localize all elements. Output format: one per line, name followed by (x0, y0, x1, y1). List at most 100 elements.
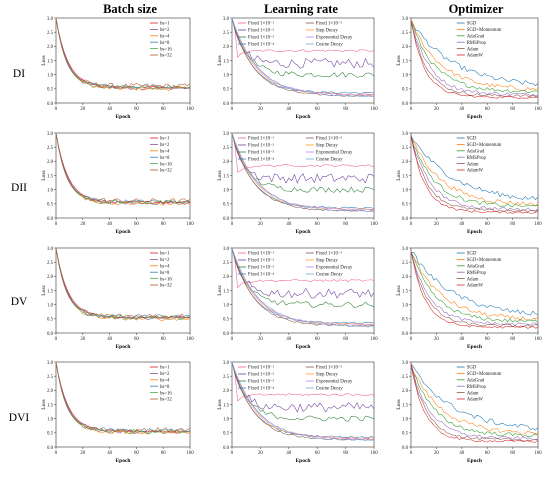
legend-entry: SGD (467, 22, 477, 27)
row-label-dv: DV (10, 296, 28, 308)
legend-entry: bs=16 (160, 47, 172, 52)
y-tick-label: 1.0 (223, 417, 230, 422)
y-tick-label: 1.5 (223, 403, 230, 408)
series-line-lr-6 (231, 361, 375, 440)
plot-frame (410, 17, 539, 104)
series-line-lr-6 (231, 17, 375, 96)
series-line-lr-6 (231, 247, 375, 326)
series-line-opt-5 (410, 251, 539, 329)
series-line-batch-4 (55, 361, 191, 434)
x-axis-label: Epoch (116, 229, 131, 235)
series-line-lr-2 (231, 361, 375, 422)
y-tick-label: 3.0 (47, 17, 54, 22)
y-tick-label: 1.0 (47, 303, 54, 308)
legend-entry: Fixed 1×10⁻² (248, 372, 275, 378)
legend-entry: Fixed 1×10⁻⁴ (248, 42, 275, 48)
x-tick-label: 60 (485, 337, 490, 342)
y-tick-label: 2.0 (402, 160, 409, 165)
y-tick-label: 0.0 (402, 102, 409, 107)
x-tick-label: 60 (485, 451, 490, 456)
y-tick-label: 3.0 (402, 361, 409, 366)
x-tick-label: 20 (80, 451, 85, 456)
series-line-opt-0 (410, 19, 539, 87)
x-tick-label: 80 (510, 222, 515, 227)
legend-entry: SGD+Momentum (467, 143, 502, 148)
x-tick-label: 20 (434, 337, 439, 342)
legend-entry: Cosine Decay (316, 43, 343, 48)
series-line-opt-2 (410, 134, 539, 208)
series-line-batch-5 (55, 17, 191, 89)
legend-entry: bs=8 (160, 156, 170, 161)
series-line-lr-0 (231, 132, 375, 173)
legend-entry: AdamW (467, 169, 484, 174)
legend-entry: Adam (467, 277, 479, 282)
y-tick-label: 2.0 (223, 45, 230, 50)
series-line-opt-4 (410, 135, 539, 213)
legend-entry: bs=4 (160, 150, 170, 155)
legend-entry: Fixed 1×10⁻⁴ (248, 272, 275, 278)
legend-entry: Fixed 1×10⁻⁵ (316, 21, 343, 27)
series-line-lr-0 (231, 247, 375, 289)
x-tick-label: 100 (534, 222, 542, 227)
legend-entry: SGD (467, 366, 477, 371)
x-tick-label: 20 (258, 451, 263, 456)
y-tick-label: 0.5 (223, 432, 230, 437)
y-tick-label: 1.0 (47, 417, 54, 422)
y-tick-label: 2.0 (223, 160, 230, 165)
legend-entry: bs=16 (160, 391, 172, 396)
x-tick-label: 0 (231, 222, 234, 227)
legend-entry: Adam (467, 162, 479, 167)
y-tick-label: 1.0 (402, 417, 409, 422)
series-line-lr-1 (231, 247, 375, 299)
x-tick-label: 20 (434, 107, 439, 112)
y-tick-label: 3.0 (402, 247, 409, 252)
x-tick-label: 0 (231, 107, 234, 112)
x-tick-label: 60 (134, 222, 139, 227)
series-line-opt-5 (410, 135, 539, 214)
y-tick-label: 2.5 (223, 31, 230, 36)
legend-entry: Fixed 1×10⁻² (248, 28, 275, 34)
chart-batch-di: 0.0 0.5 1.0 1.5 2.0 2.5 3.0 0 20 40 60 80 100 Epoch Lo… (41, 17, 194, 120)
legend-entry: bs=16 (160, 277, 172, 282)
chart-batch-dvi: 0.0 0.5 1.0 1.5 2.0 2.5 3.0 0 20 40 60 80 100 Epoch Lo… (41, 361, 194, 464)
series-line-opt-1 (410, 252, 539, 321)
legend-entry: AdamW (467, 284, 484, 289)
y-axis-label: Loss (396, 285, 402, 295)
x-tick-label: 40 (286, 337, 291, 342)
y-tick-label: 1.0 (223, 188, 230, 193)
x-tick-label: 40 (459, 337, 464, 342)
legend-entry: bs=8 (160, 41, 170, 46)
y-tick-label: 2.0 (402, 275, 409, 280)
chart-batch-dii: 0.0 0.5 1.0 1.5 2.0 2.5 3.0 0 20 40 60 80 100 Epoch Lo… (41, 132, 194, 235)
legend-entry: Step Decay (316, 144, 339, 149)
x-tick-label: 60 (315, 337, 320, 342)
y-tick-label: 0.0 (223, 446, 230, 451)
chart-lr-dii: 0.0 0.5 1.0 1.5 2.0 2.5 3.0 0 20 40 60 80 100 Epoch Lo… (217, 132, 378, 235)
y-tick-label: 0.5 (223, 203, 230, 208)
x-tick-label: 80 (161, 451, 166, 456)
y-tick-label: 2.0 (47, 275, 54, 280)
legend-entry: bs=2 (160, 143, 170, 148)
legend-entry: Step Decay (316, 259, 339, 264)
y-tick-label: 1.5 (402, 174, 409, 179)
y-tick-label: 0.5 (47, 432, 54, 437)
legend-entry: bs=4 (160, 379, 170, 384)
series-line-batch-4 (55, 247, 191, 320)
y-tick-label: 0.5 (47, 318, 54, 323)
legend-entry: Cosine Decay (316, 273, 343, 278)
legend-entry: Fixed 1×10⁻³ (248, 265, 275, 271)
x-tick-label: 20 (258, 337, 263, 342)
series-line-batch-5 (55, 247, 191, 319)
series-line-lr-7 (231, 247, 375, 328)
x-tick-label: 100 (534, 451, 542, 456)
x-tick-label: 20 (80, 337, 85, 342)
x-axis-label: Epoch (296, 114, 311, 120)
y-tick-label: 0.0 (47, 446, 54, 451)
y-axis-label: Loss (396, 170, 402, 180)
legend-entry: Cosine Decay (316, 387, 343, 392)
y-tick-label: 1.5 (47, 174, 54, 179)
chart-lr-dv: 0.0 0.5 1.0 1.5 2.0 2.5 3.0 0 20 40 60 80 100 Epoch Lo… (217, 247, 378, 350)
chart-opt-dii: 0.0 0.5 1.0 1.5 2.0 2.5 3.0 0 20 40 60 80 100 Epoch Lo… (396, 132, 542, 235)
